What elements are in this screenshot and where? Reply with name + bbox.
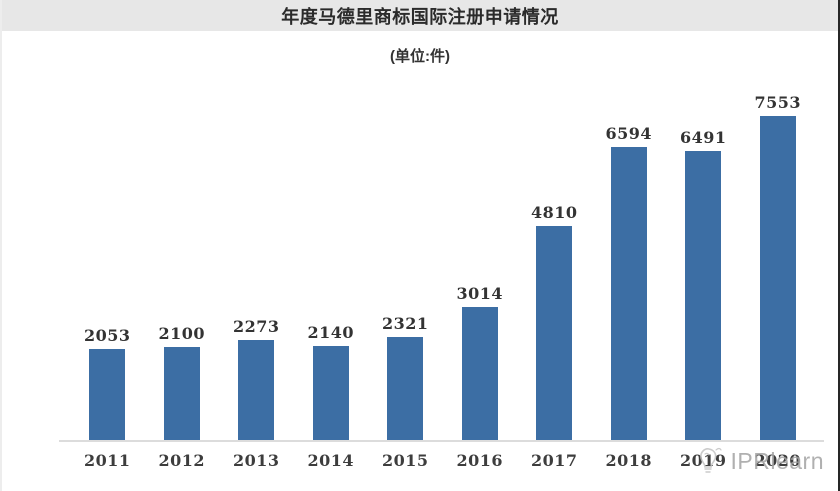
bar-value-label: 2140 xyxy=(307,323,355,342)
bar-column: 7553 xyxy=(741,95,816,441)
chart-title-bar: 年度马德里商标国际注册申请情况 xyxy=(2,0,838,31)
bar xyxy=(89,349,126,441)
bar xyxy=(312,346,349,441)
bar-column: 2321 xyxy=(368,95,443,441)
bar-value-label: 6594 xyxy=(605,124,653,143)
x-axis-label: 2013 xyxy=(232,451,280,470)
bar xyxy=(685,151,722,441)
bar-value-label: 2321 xyxy=(381,314,429,333)
x-axis-label: 2016 xyxy=(456,451,504,470)
bar-column: 2140 xyxy=(294,95,369,441)
x-axis-label: 2012 xyxy=(158,451,206,470)
bar xyxy=(461,307,498,441)
bar-column: 6594 xyxy=(592,95,667,441)
bar-column: 6491 xyxy=(666,95,741,441)
bar-column: 2273 xyxy=(219,95,294,441)
bar xyxy=(387,337,424,441)
plot-area: 2053 2100 2273 2140 2321 3014 4810 6594 6491 7553 xyxy=(70,95,815,441)
bar-value-label: 2100 xyxy=(158,324,206,343)
bar-column: 4810 xyxy=(517,95,592,441)
chart-title: 年度马德里商标国际注册申请情况 xyxy=(281,6,559,27)
x-axis-label: 2020 xyxy=(754,451,802,470)
x-axis-label: 2018 xyxy=(605,451,653,470)
bar xyxy=(238,340,275,441)
bar-value-label: 2273 xyxy=(232,317,280,336)
x-axis-label: 2011 xyxy=(83,451,131,470)
unit-label: (单位:件) xyxy=(390,48,450,65)
bar-value-label: 2053 xyxy=(83,326,131,345)
bar-value-label: 6491 xyxy=(679,128,727,147)
bar-column: 2100 xyxy=(145,95,220,441)
bar-value-label: 4810 xyxy=(530,203,578,222)
bar xyxy=(610,147,647,441)
bar xyxy=(759,116,796,441)
bar-column: 3014 xyxy=(443,95,518,441)
x-axis-label: 2019 xyxy=(679,451,727,470)
bar xyxy=(536,226,573,441)
bar-value-label: 7553 xyxy=(754,93,802,112)
x-axis-label: 2017 xyxy=(530,451,578,470)
x-axis-label: 2014 xyxy=(307,451,355,470)
x-axis-labels: 2011 2012 2013 2014 2015 2016 2017 2018 2019 2020 xyxy=(70,451,815,470)
x-axis-label: 2015 xyxy=(381,451,429,470)
x-axis-line xyxy=(59,440,824,442)
bar-column: 2053 xyxy=(70,95,145,441)
bar-value-label: 3014 xyxy=(456,284,504,303)
bar xyxy=(163,347,200,441)
